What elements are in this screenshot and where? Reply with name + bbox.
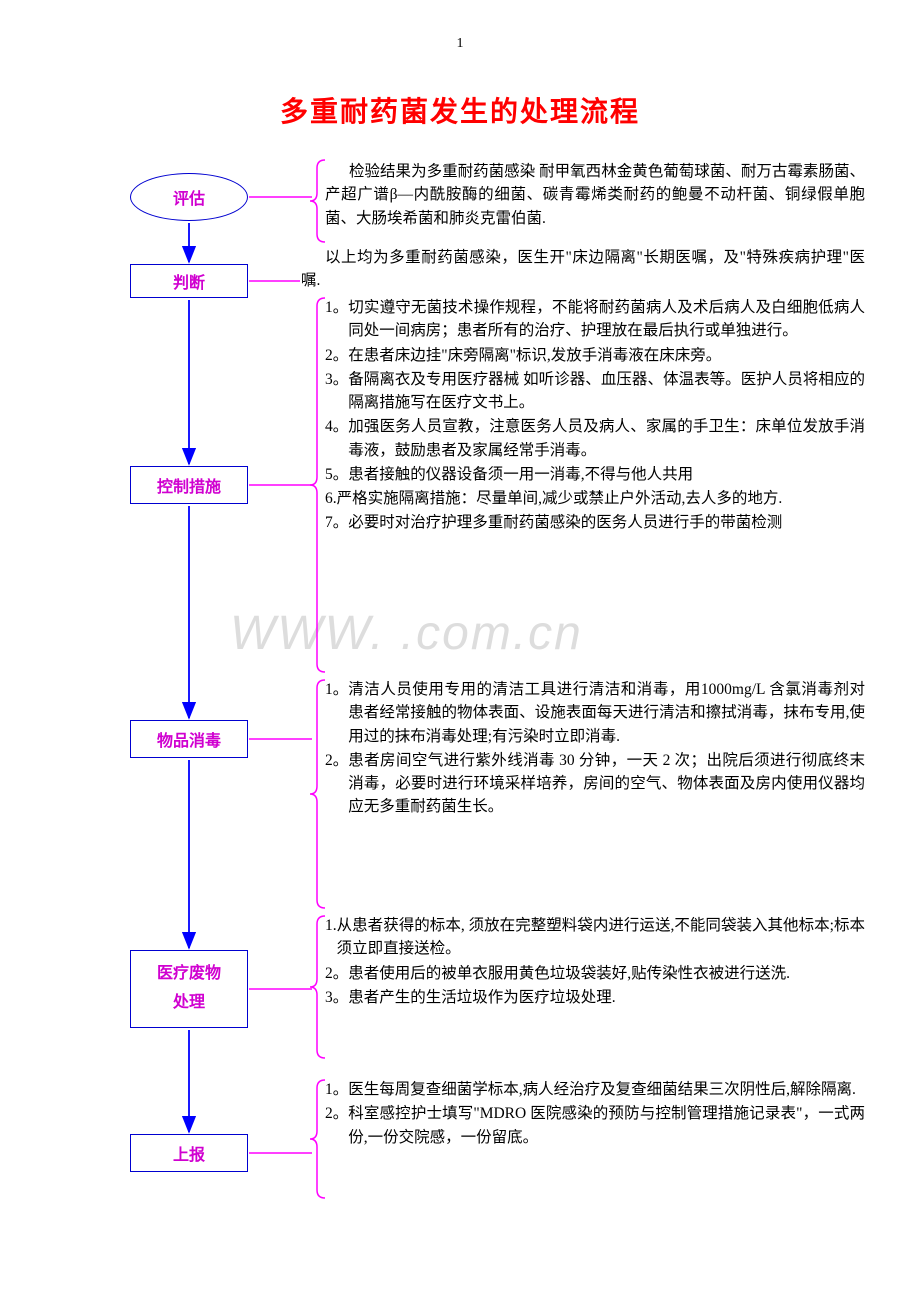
node-n4: 物品消毒	[130, 720, 248, 758]
desc-item-text: 患者接触的仪器设备须一用一消毒,不得与他人共用	[348, 463, 693, 486]
desc-item-number: 2。	[325, 962, 348, 985]
desc-item: 1。切实遵守无菌技术操作规程，不能将耐药菌病人及术后病人及白细胞低病人同处一间病…	[325, 296, 865, 343]
desc-item-text: 在患者床边挂"床旁隔离"标识,发放手消毒液在床床旁。	[348, 344, 721, 367]
desc-item-number: 7。	[325, 511, 348, 534]
desc-item-text: 患者使用后的被单衣服用黄色垃圾袋装好,贴传染性衣被进行送洗.	[348, 962, 790, 985]
desc-item: 6.严格实施隔离措施：尽量单间,减少或禁止户外活动,去人多的地方.	[325, 487, 865, 510]
desc-item-text: 严格实施隔离措施：尽量单间,减少或禁止户外活动,去人多的地方.	[337, 487, 783, 510]
desc-item-text: 必要时对治疗护理多重耐药菌感染的医务人员进行手的带菌检测	[348, 511, 782, 534]
desc-item: 2。患者房间空气进行紫外线消毒 30 分钟，一天 2 次；出院后须进行彻底终末消…	[325, 749, 865, 819]
desc-item-number: 5。	[325, 463, 348, 486]
node-n5: 医疗废物处理	[130, 950, 248, 1028]
watermark: WWW. .com.cn	[230, 606, 583, 661]
desc-item-number: 2。	[325, 1102, 348, 1149]
desc-block-n6: 1。医生每周复查细菌学标本,病人经治疗及复查细菌结果三次阴性后,解除隔离.2。科…	[325, 1078, 865, 1150]
desc-item-number: 2。	[325, 344, 348, 367]
desc-item-number: 3。	[325, 986, 348, 1009]
desc-item: 1。医生每周复查细菌学标本,病人经治疗及复查细菌结果三次阴性后,解除隔离.	[325, 1078, 865, 1101]
desc-item: 2。患者使用后的被单衣服用黄色垃圾袋装好,贴传染性衣被进行送洗.	[325, 962, 865, 985]
node-n2: 判断	[130, 264, 248, 298]
desc-item: 4。加强医务人员宣教，注意医务人员及病人、家属的手卫生：床单位发放手消毒液，鼓励…	[325, 415, 865, 462]
desc-item-text: 切实遵守无菌技术操作规程，不能将耐药菌病人及术后病人及白细胞低病人同处一间病房；…	[348, 296, 865, 343]
desc-item-text: 检验结果为多重耐药菌感染 耐甲氧西林金黄色葡萄球菌、耐万古霉素肠菌、产超广谱β—…	[325, 160, 865, 230]
node-n6: 上报	[130, 1134, 248, 1172]
desc-item-text: 备隔离衣及专用医疗器械 如听诊器、血压器、体温表等。医护人员将相应的隔离措施写在…	[348, 368, 865, 415]
desc-item-text: 清洁人员使用专用的清洁工具进行清洁和消毒，用1000mg/L 含氯消毒剂对患者经…	[348, 678, 865, 748]
desc-item: 3。患者产生的生活垃圾作为医疗垃圾处理.	[325, 986, 865, 1009]
desc-block-n4: 1。清洁人员使用专用的清洁工具进行清洁和消毒，用1000mg/L 含氯消毒剂对患…	[325, 678, 865, 820]
desc-item-number: 1。	[325, 1078, 348, 1101]
desc-item: 检验结果为多重耐药菌感染 耐甲氧西林金黄色葡萄球菌、耐万古霉素肠菌、产超广谱β—…	[325, 160, 865, 230]
desc-item-number: 2。	[325, 749, 348, 819]
desc-item-text: 医生每周复查细菌学标本,病人经治疗及复查细菌结果三次阴性后,解除隔离.	[348, 1078, 856, 1101]
desc-item: 7。必要时对治疗护理多重耐药菌感染的医务人员进行手的带菌检测	[325, 511, 865, 534]
desc-block-n3: 1。切实遵守无菌技术操作规程，不能将耐药菌病人及术后病人及白细胞低病人同处一间病…	[325, 296, 865, 536]
desc-block-n2: 以上均为多重耐药菌感染，医生开"床边隔离"长期医嘱，及"特殊疾病护理"医嘱.	[325, 246, 865, 294]
desc-item: 2。在患者床边挂"床旁隔离"标识,发放手消毒液在床床旁。	[325, 344, 865, 367]
page-title: 多重耐药菌发生的处理流程	[0, 90, 920, 130]
desc-item-number: 1。	[325, 678, 348, 748]
desc-item-text: 从患者获得的标本, 须放在完整塑料袋内进行运送,不能同袋装入其他标本;标本须立即…	[337, 914, 865, 961]
desc-item: 3。备隔离衣及专用医疗器械 如听诊器、血压器、体温表等。医护人员将相应的隔离措施…	[325, 368, 865, 415]
page-number: 1	[457, 36, 464, 52]
desc-item-text: 加强医务人员宣教，注意医务人员及病人、家属的手卫生：床单位发放手消毒液，鼓励患者…	[348, 415, 865, 462]
desc-item-number: 1。	[325, 296, 348, 343]
desc-item-number: 4。	[325, 415, 348, 462]
desc-item: 1.从患者获得的标本, 须放在完整塑料袋内进行运送,不能同袋装入其他标本;标本须…	[325, 914, 865, 961]
node-n3: 控制措施	[130, 466, 248, 504]
desc-block-n1: 检验结果为多重耐药菌感染 耐甲氧西林金黄色葡萄球菌、耐万古霉素肠菌、产超广谱β—…	[325, 160, 865, 231]
diagram-canvas: WWW. .com.cn 评估判断控制措施物品消毒医疗废物处理上报 检验结果为多…	[0, 138, 920, 1288]
desc-item-text: 患者房间空气进行紫外线消毒 30 分钟，一天 2 次；出院后须进行彻底终末消毒，…	[348, 749, 865, 819]
desc-item-number: 6.	[325, 487, 337, 510]
desc-item-text: 患者产生的生活垃圾作为医疗垃圾处理.	[348, 986, 615, 1009]
desc-item: 以上均为多重耐药菌感染，医生开"床边隔离"长期医嘱，及"特殊疾病护理"医嘱.	[301, 246, 865, 293]
desc-block-n5: 1.从患者获得的标本, 须放在完整塑料袋内进行运送,不能同袋装入其他标本;标本须…	[325, 914, 865, 1010]
desc-item: 1。清洁人员使用专用的清洁工具进行清洁和消毒，用1000mg/L 含氯消毒剂对患…	[325, 678, 865, 748]
desc-item: 5。患者接触的仪器设备须一用一消毒,不得与他人共用	[325, 463, 865, 486]
desc-item-text: 以上均为多重耐药菌感染，医生开"床边隔离"长期医嘱，及"特殊疾病护理"医嘱.	[301, 246, 865, 293]
node-n1: 评估	[130, 173, 248, 221]
desc-item-number: 1.	[325, 914, 337, 961]
desc-item-text: 科室感控护士填写"MDRO 医院感染的预防与控制管理措施记录表"，一式两份,一份…	[348, 1102, 865, 1149]
desc-item: 2。科室感控护士填写"MDRO 医院感染的预防与控制管理措施记录表"，一式两份,…	[325, 1102, 865, 1149]
desc-item-number: 3。	[325, 368, 348, 415]
